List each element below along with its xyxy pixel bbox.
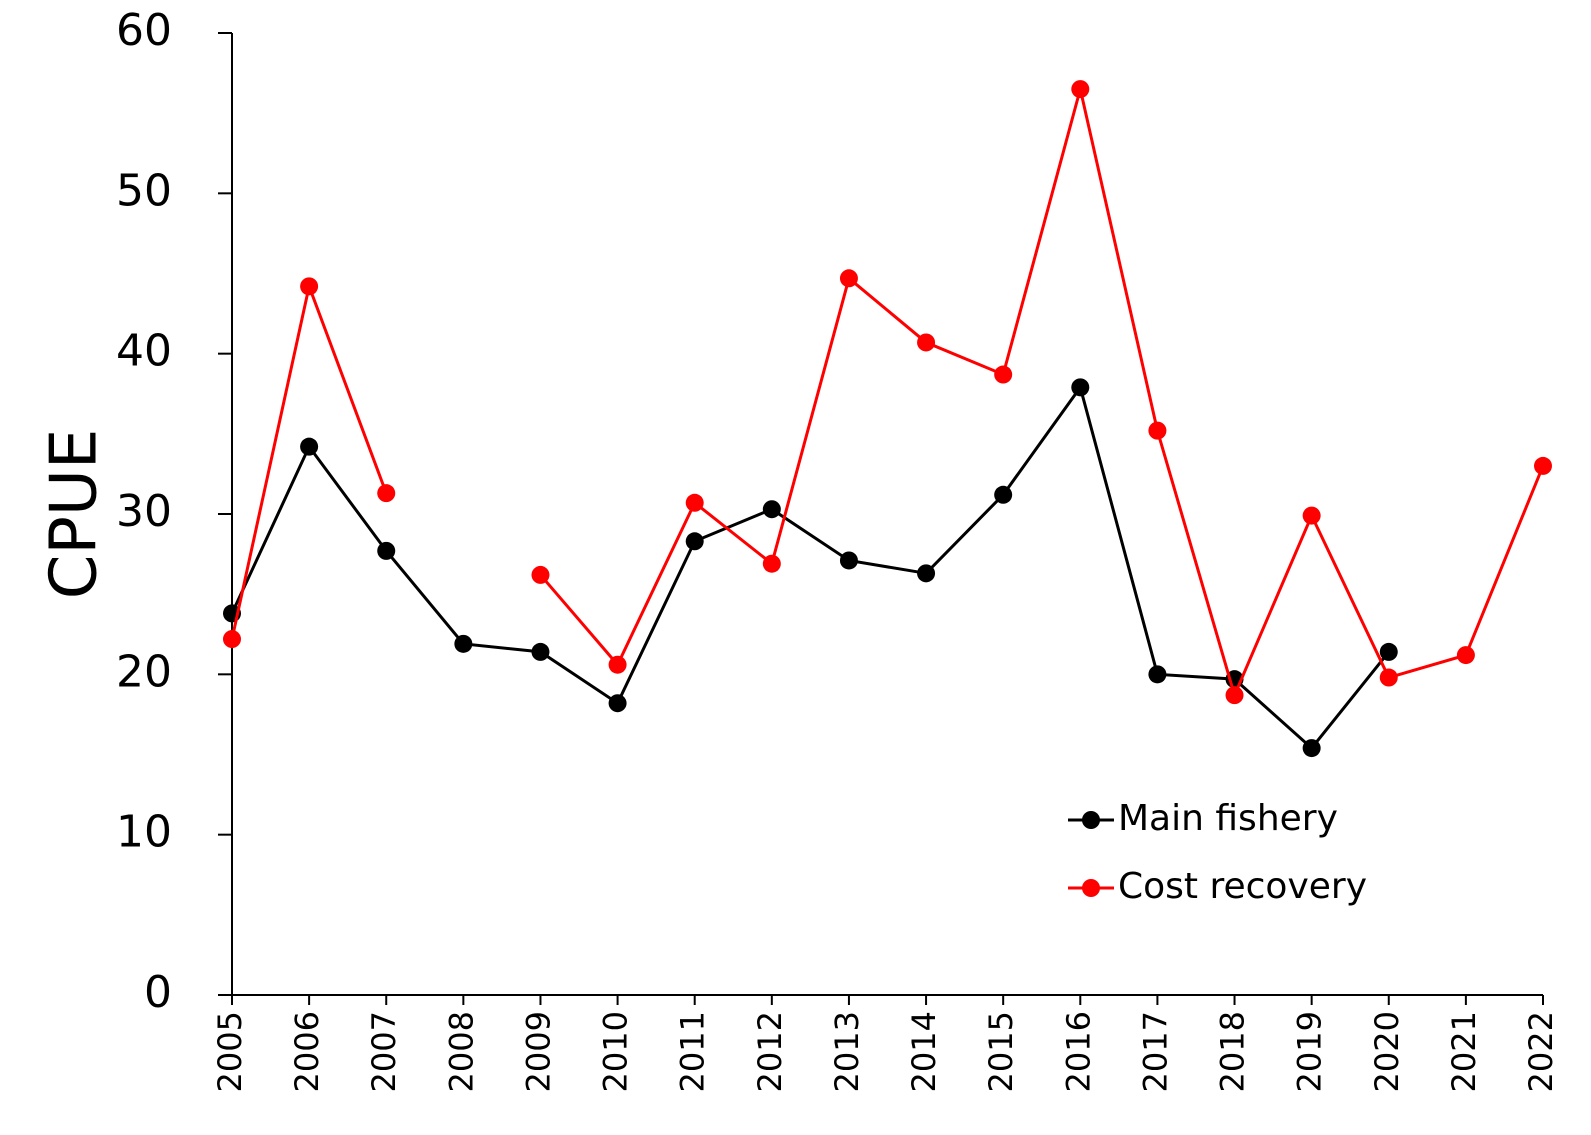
y-tick-label: 10 <box>116 807 172 858</box>
data-point <box>223 630 241 649</box>
y-axis-label: CPUE <box>38 429 112 600</box>
series-line <box>230 383 1390 751</box>
y-tick-label: 20 <box>116 646 172 697</box>
x-tick-label: 2013 <box>828 1011 866 1092</box>
data-point <box>917 333 936 352</box>
y-tick-label: 40 <box>116 326 172 377</box>
x-tick-label: 2019 <box>1291 1011 1329 1092</box>
data-point <box>762 554 781 573</box>
x-tick-label: 2010 <box>597 1011 635 1092</box>
x-tick-label: 2022 <box>1522 1011 1560 1092</box>
data-point <box>1302 739 1321 758</box>
data-point <box>377 541 396 560</box>
data-point <box>1456 646 1475 665</box>
x-tick-label: 2017 <box>1136 1011 1174 1092</box>
data-point <box>685 493 704 512</box>
data-point <box>1379 642 1398 661</box>
data-point <box>454 634 473 653</box>
legend-label: Cost recovery <box>1118 866 1367 907</box>
data-point <box>608 655 627 674</box>
data-point <box>1302 506 1321 525</box>
x-tick-label: 2020 <box>1368 1011 1406 1092</box>
x-tick-label: 2005 <box>211 1011 249 1092</box>
x-tick-label: 2012 <box>751 1011 789 1092</box>
x-tick-label: 2016 <box>1059 1011 1097 1092</box>
legend-label: Main fishery <box>1118 798 1338 839</box>
y-tick-label: 50 <box>116 165 172 216</box>
x-tick-label: 2015 <box>982 1011 1020 1092</box>
data-point <box>1071 80 1090 99</box>
x-tick-label: 2009 <box>519 1011 557 1092</box>
y-tick-label: 30 <box>116 486 172 537</box>
data-point <box>917 564 936 583</box>
data-point <box>531 565 550 584</box>
legend-marker <box>1082 879 1100 897</box>
data-point <box>1148 665 1167 684</box>
x-tick-label: 2014 <box>905 1011 943 1092</box>
x-tick-label: 2008 <box>442 1011 480 1092</box>
data-point <box>1379 668 1398 687</box>
data-point <box>685 532 704 551</box>
data-point <box>608 694 627 713</box>
data-point <box>377 484 396 503</box>
data-point <box>839 551 858 570</box>
data-point <box>1225 686 1244 705</box>
y-tick-label: 60 <box>116 5 172 56</box>
data-point <box>762 500 781 519</box>
data-point <box>839 269 858 288</box>
x-tick-label: 2006 <box>288 1011 326 1092</box>
data-point <box>531 642 550 661</box>
y-tick-label: 0 <box>144 967 172 1018</box>
data-point <box>994 365 1013 384</box>
x-tick-label: 2007 <box>365 1011 403 1092</box>
data-point <box>300 437 319 456</box>
x-tick-label: 2021 <box>1445 1011 1483 1092</box>
data-point <box>994 485 1013 504</box>
data-point <box>1534 456 1552 475</box>
x-tick-label: 2011 <box>674 1011 712 1092</box>
legend-marker <box>1082 811 1100 829</box>
data-point <box>300 277 319 296</box>
data-point <box>1148 421 1167 440</box>
data-point <box>1071 378 1090 397</box>
x-tick-label: 2018 <box>1214 1011 1252 1092</box>
